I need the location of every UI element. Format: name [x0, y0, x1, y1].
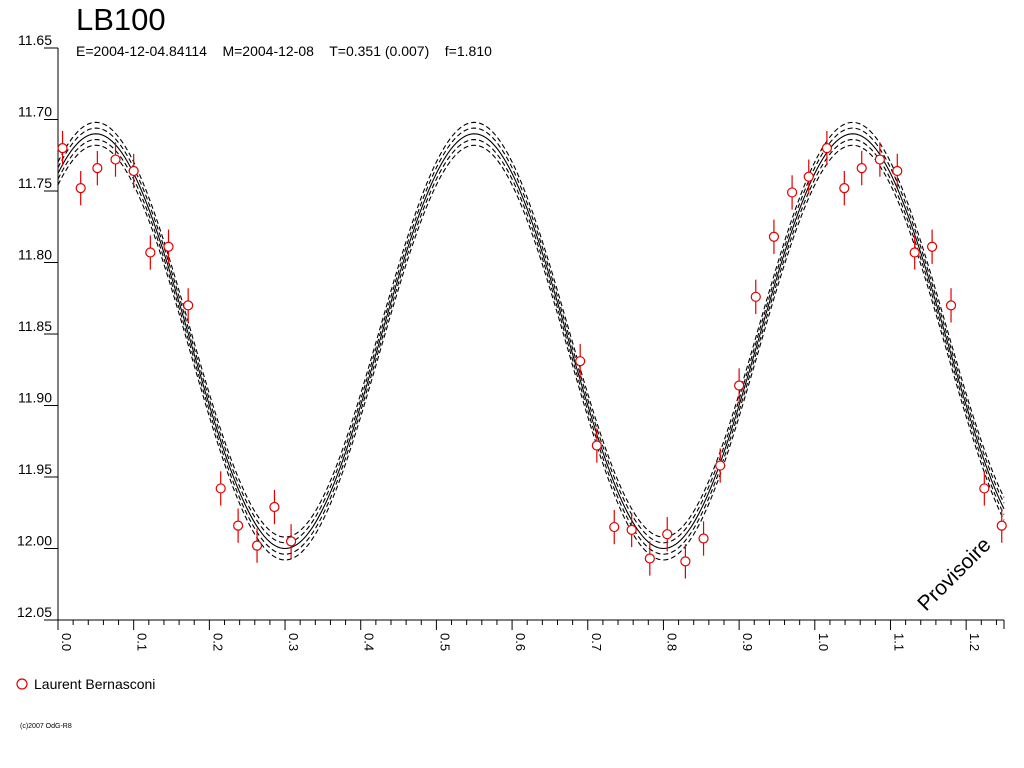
- data-point: [662, 529, 673, 540]
- copyright-text: (c)2007 OdG-R8: [20, 723, 72, 730]
- data-point: [996, 520, 1007, 531]
- model-envelope-curve: [57, 121, 1005, 538]
- x-tick-label: 0.7: [589, 633, 604, 651]
- y-tick-label: 12.05: [17, 604, 52, 620]
- data-point: [163, 241, 174, 252]
- legend-marker: [16, 678, 28, 690]
- data-point: [591, 440, 602, 451]
- x-tick-label: 0.0: [59, 633, 74, 651]
- y-tick-label: 11.70: [18, 104, 52, 120]
- data-point: [698, 533, 709, 544]
- chart-subtitle: E=2004-12-04.84114 M=2004-12-08 T=0.351 …: [76, 43, 492, 59]
- data-point: [609, 521, 620, 533]
- legend-label: Laurent Bernasconi: [34, 676, 155, 692]
- y-tick-label: 11.75: [18, 175, 52, 191]
- data-point: [979, 483, 990, 494]
- x-tick-label: 0.6: [513, 633, 528, 651]
- y-tick-label: 11.65: [18, 32, 52, 48]
- data-point: [680, 556, 691, 567]
- data-point: [734, 380, 745, 391]
- x-tick-label: 1.0: [816, 633, 831, 651]
- data-point: [575, 356, 586, 367]
- data-point: [715, 460, 726, 471]
- data-point: [874, 154, 885, 165]
- y-tick-label: 11.90: [18, 390, 52, 406]
- data-point: [644, 553, 655, 564]
- model-curve: [57, 133, 1005, 550]
- x-tick-label: 0.5: [437, 633, 452, 651]
- x-tick-label: 0.4: [362, 633, 377, 651]
- data-point: [110, 154, 121, 165]
- data-point: [57, 143, 68, 154]
- data-point: [145, 247, 156, 258]
- model-envelope-curve: [57, 144, 1005, 561]
- data-point: [215, 483, 226, 494]
- data-point: [233, 520, 244, 531]
- data-point: [892, 165, 903, 177]
- data-point: [128, 165, 139, 177]
- model-curves: [57, 121, 1005, 561]
- legend: Laurent Bernasconi: [16, 676, 155, 692]
- axes: 11.65 11.70 11.75 11.80 11.85 11.90 11.95 12.00…: [17, 32, 1005, 651]
- data-point: [251, 540, 263, 551]
- x-tick-label: 1.2: [967, 633, 982, 651]
- data-point: [856, 163, 867, 174]
- data-point: [821, 143, 833, 154]
- data-point: [75, 183, 86, 194]
- data-point: [285, 536, 297, 547]
- y-tick-label: 11.85: [18, 318, 52, 334]
- x-tick-label: 0.3: [286, 633, 301, 651]
- chart-title: LB100: [76, 2, 166, 37]
- x-tick-label: 0.8: [664, 633, 679, 651]
- model-envelope-curve: [57, 127, 1005, 544]
- data-point: [768, 231, 780, 242]
- data-point: [183, 300, 194, 311]
- model-envelope-curve: [57, 138, 1005, 555]
- x-tick-label: 0.9: [740, 633, 755, 651]
- data-point: [945, 300, 957, 311]
- x-tick-label: 0.2: [210, 633, 225, 651]
- y-tick-label: 11.95: [18, 461, 52, 477]
- data-point: [909, 247, 920, 258]
- data-point: [269, 501, 280, 513]
- provisoire-watermark: Provisoire: [913, 533, 995, 615]
- data-point: [927, 241, 938, 252]
- data-points: [57, 130, 1007, 579]
- y-tick-label: 11.80: [18, 247, 52, 263]
- data-point: [92, 163, 103, 174]
- data-point: [803, 171, 814, 182]
- x-tick-label: 0.1: [135, 633, 150, 651]
- x-tick-label: 1.1: [891, 633, 906, 651]
- y-tick-label: 12.00: [17, 533, 52, 549]
- data-point: [786, 187, 798, 198]
- data-point: [750, 291, 761, 302]
- data-point: [626, 524, 637, 536]
- data-point: [839, 183, 850, 194]
